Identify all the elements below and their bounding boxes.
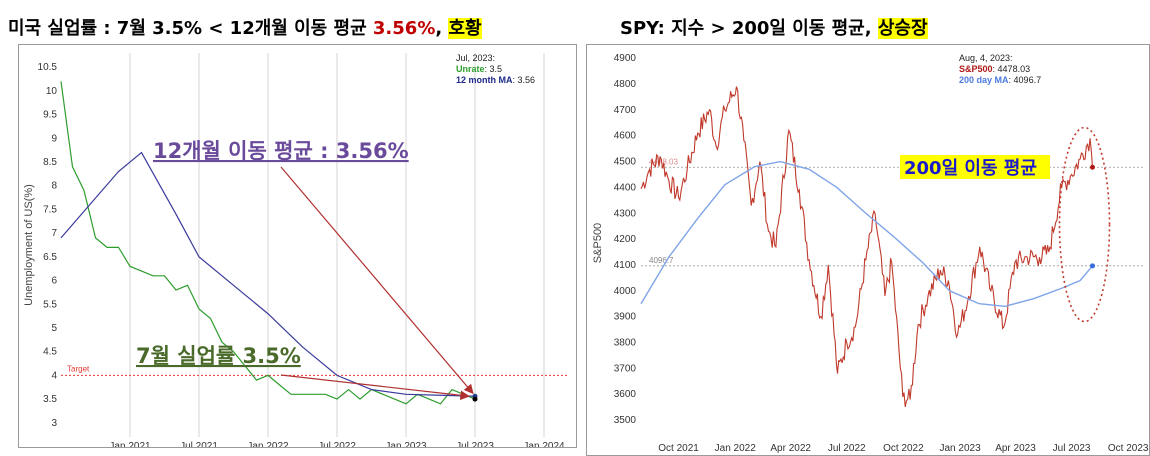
y-tick-label: 4900 (614, 53, 637, 64)
x-tick-label: Jan 2022 (715, 443, 757, 454)
ma-last-point (1089, 263, 1095, 269)
info-unrate-label: Unrate (456, 64, 485, 74)
info-ma-row: 200 day MA: 4096.7 (959, 75, 1041, 85)
y-tick-label: 4500 (614, 157, 637, 168)
info-spx-label: S&P500 (959, 64, 993, 74)
y-tick-label: 6 (51, 276, 57, 287)
y-tick-label: 3 (51, 418, 57, 429)
y-tick-label: 4600 (614, 131, 637, 142)
x-tick-label: Jan 2021 (109, 441, 151, 447)
x-tick-label: Jul 2021 (180, 441, 218, 447)
unrate-series-line (60, 81, 476, 405)
y-tick-label: 3500 (614, 415, 637, 426)
y-tick-label: 9 (51, 133, 57, 144)
y-tick-label: 4000 (614, 286, 637, 297)
x-tick-label: Jan 2022 (247, 441, 289, 447)
info-ma-row: 12 month MA: 3.56 (456, 75, 535, 85)
ma-annotation: 12개월 이동 평균 : 3.56% (153, 139, 409, 163)
y-tick-label: 10.5 (38, 62, 58, 73)
ma-annotation-highlight (900, 155, 1050, 179)
left-headline-verdict: 호황 (448, 18, 482, 39)
y-tick-label: 4100 (614, 260, 637, 271)
y-tick-label: 6.5 (43, 252, 57, 263)
right-headline-verdict: 상승장 (877, 18, 928, 39)
x-tick-label: Oct 2023 (1108, 443, 1149, 454)
spx-series-line (640, 86, 1094, 408)
ma-annotation: 200일 이동 평균 (904, 158, 1037, 179)
y-tick-label: 5 (51, 323, 57, 334)
x-tick-label: Jul 2022 (318, 441, 356, 447)
info-colon: : (513, 75, 518, 85)
y-tick-label: 4 (51, 370, 57, 381)
x-tick-label: Jul 2023 (1053, 443, 1091, 454)
left-headline-sep: , (435, 18, 449, 39)
x-tick-label: Jul 2023 (456, 441, 494, 447)
ma-series-line (60, 151, 476, 397)
y-tick-label: 3800 (614, 338, 637, 349)
info-colon: : (1009, 75, 1014, 85)
y-tick-label: 5.5 (43, 299, 57, 310)
info-colon: : (993, 64, 998, 74)
y-tick-label: 3900 (614, 312, 637, 323)
y-axis-label: S&P500 (592, 223, 604, 263)
info-colon: : (485, 64, 490, 74)
x-tick-label: Oct 2021 (658, 443, 699, 454)
y-tick-label: 4.5 (43, 347, 57, 358)
info-ma-label: 200 day MA (959, 75, 1009, 85)
info-date: Aug, 4, 2023: (959, 53, 1013, 63)
y-tick-label: 3700 (614, 363, 637, 374)
spx-last-point (1089, 164, 1095, 170)
y-axis-label: Unemployment of US(%) (23, 184, 35, 306)
sp500-chart-panel: Oct 2021 Jan 2022 Apr 2022 Jul 2022 Oct 2022… (586, 44, 1150, 456)
ma-ref-label: 4096.7 (649, 256, 674, 265)
unrate-last-point (472, 396, 478, 402)
info-ma-value: 3.56 (518, 75, 536, 85)
target-label: Target (67, 364, 90, 373)
x-tick-label: Jan 2023 (939, 443, 981, 454)
x-tick-label: Jan 2024 (523, 441, 565, 447)
y-tick-label: 4300 (614, 208, 637, 219)
info-ma-value: 4096.7 (1014, 75, 1042, 85)
right-headline: SPY: 지수 > 200일 이동 평균, 상승장 (620, 14, 928, 40)
info-ma-label: 12 month MA (456, 75, 513, 85)
x-tick-label: Jul 2022 (828, 443, 866, 454)
ma-annotation-arrow (280, 166, 474, 395)
x-tick-label: Apr 2022 (770, 443, 811, 454)
y-tick-label: 8.5 (43, 157, 57, 168)
y-tick-label: 3.5 (43, 394, 57, 405)
info-spx-value: 4478.03 (998, 64, 1031, 74)
y-tick-label: 8 (51, 181, 57, 192)
y-tick-label: 10 (46, 86, 58, 97)
y-tick-label: 4800 (614, 79, 637, 90)
y-tick-label: 9.5 (43, 110, 57, 121)
y-tick-label: 7.5 (43, 204, 57, 215)
left-headline-value: 3.56% (372, 18, 436, 39)
info-unrate-row: Unrate: 3.5 (456, 64, 502, 74)
y-tick-label: 4400 (614, 182, 637, 193)
right-headline-prefix: SPY: 지수 > 200일 이동 평균, (620, 18, 878, 39)
info-spx-row: S&P500: 4478.03 (959, 64, 1030, 74)
info-date: Jul, 2023: (456, 53, 495, 63)
y-tick-label: 4200 (614, 234, 637, 245)
y-tick-label: 4700 (614, 105, 637, 116)
left-headline: 미국 실업률 : 7월 3.5% < 12개월 이동 평균 3.56%, 호황 (8, 14, 482, 40)
ma-series-line (640, 160, 1094, 308)
y-tick-label: 7 (51, 228, 57, 239)
unemployment-chart: Jan 2021 Jul 2021 Jan 2022 Jul 2022 Jan 2023… (23, 53, 567, 447)
unrate-annotation-arrow (280, 374, 470, 401)
info-unrate-value: 3.5 (490, 64, 503, 74)
left-headline-prefix: 미국 실업률 : 7월 3.5% < 12개월 이동 평균 (8, 18, 373, 39)
unemployment-chart-panel: Jan 2021 Jul 2021 Jan 2022 Jul 2022 Jan 2023… (18, 44, 577, 448)
sp500-chart: Oct 2021 Jan 2022 Apr 2022 Jul 2022 Oct 2022… (592, 53, 1149, 454)
highlight-ellipse (1058, 126, 1111, 323)
x-tick-label: Apr 2023 (995, 443, 1036, 454)
unrate-annotation: 7월 실업률 3.5% (136, 344, 301, 368)
y-tick-label: 3600 (614, 389, 637, 400)
x-tick-label: Oct 2022 (883, 443, 924, 454)
x-tick-label: Jan 2023 (385, 441, 427, 447)
spx-ref-label: 4478.03 (649, 157, 678, 166)
